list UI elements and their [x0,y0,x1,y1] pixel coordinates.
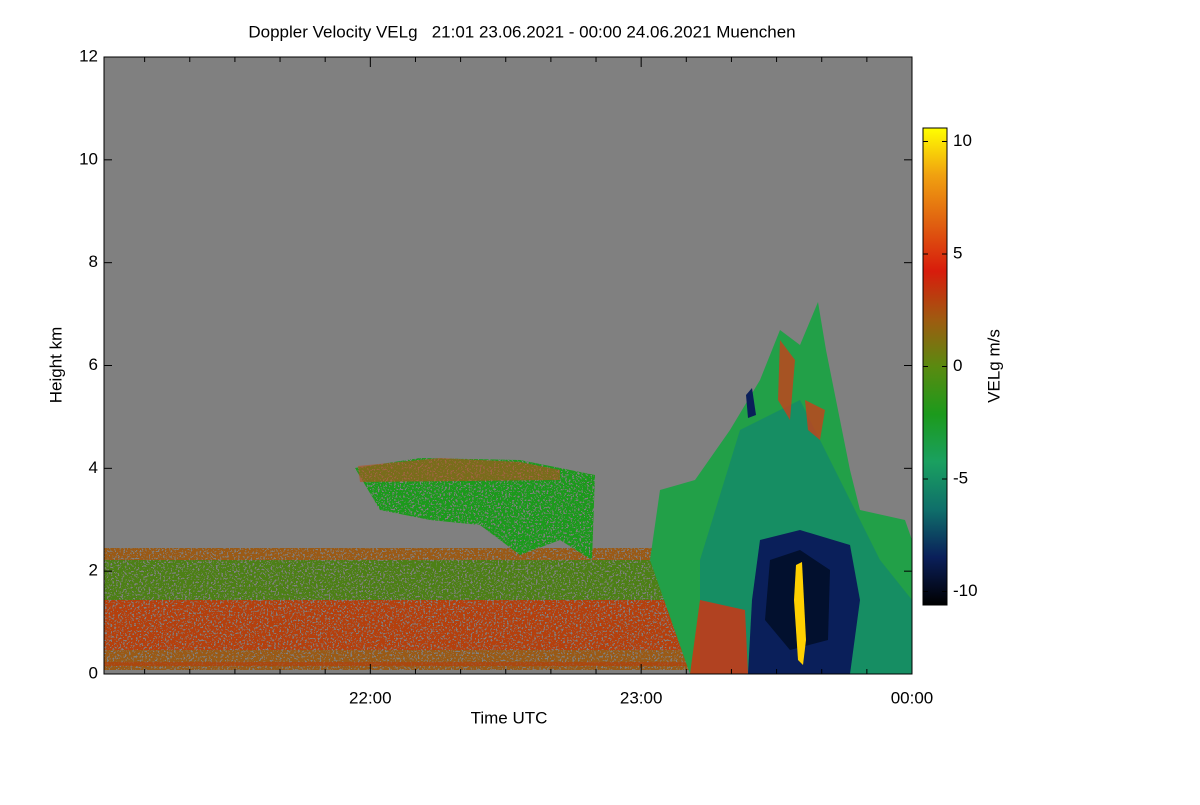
y-tick-label: 10 [79,149,98,168]
x-tick-label: 00:00 [891,688,934,707]
colorbar-tick-label: 10 [953,131,972,150]
x-tick-label: 23:00 [620,688,663,707]
echo-field [104,302,912,674]
y-axis-label: Height km [46,327,65,404]
colorbar-tick-label: -5 [953,468,968,487]
echo-region [104,600,704,650]
y-tick-label: 2 [89,561,98,580]
colorbar-tick-label: -10 [953,581,978,600]
echo-region [746,388,756,418]
chart-title: Doppler Velocity VELg 21:01 23.06.2021 -… [248,22,795,41]
echo-region [358,458,560,482]
y-tick-label: 4 [89,458,98,477]
echo-region [104,560,724,600]
x-axis-label: Time UTC [471,708,548,727]
x-tick-label: 22:00 [349,688,392,707]
colorbar-tick-label: 0 [953,356,962,375]
y-tick-label: 12 [79,46,98,65]
y-tick-label: 0 [89,663,98,682]
echo-region [794,562,806,665]
colorbar-label: VELg m/s [984,329,1003,403]
colorbar-tick-label: 5 [953,243,962,262]
echo-region [355,458,595,560]
y-tick-label: 6 [89,355,98,374]
echo-region [104,662,694,666]
echo-region [778,340,825,440]
y-tick-label: 8 [89,252,98,271]
echo-region [690,600,748,674]
